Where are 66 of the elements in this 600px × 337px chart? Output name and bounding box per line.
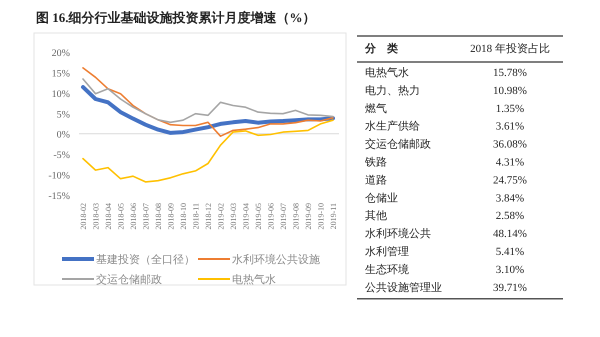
x-tick-label: 2018-03 <box>92 203 100 230</box>
x-tick-label: 2019-11 <box>329 203 338 230</box>
category-label: 水利管理 <box>365 245 409 258</box>
line-series <box>81 85 335 135</box>
line-series <box>82 78 334 124</box>
y-tick-label: -15% <box>48 191 70 202</box>
text: 分 类 <box>364 42 398 55</box>
text: 3.61% <box>496 120 524 133</box>
x-tick-label: 2019-10 <box>316 203 326 230</box>
x-tick-label: 2019-07 <box>279 203 288 230</box>
text: 39.71% <box>493 282 527 294</box>
y-tick-label: -10% <box>48 170 70 182</box>
category-label: 交运仓储邮政 <box>365 138 431 151</box>
x-tick-label: 2018-07 <box>142 203 150 230</box>
category-label: 水生产供给 <box>365 120 420 133</box>
y-tick-label: 0% <box>56 130 70 141</box>
text: 48.14% <box>493 228 527 240</box>
text: 3.84% <box>496 192 524 204</box>
text: 3.10% <box>496 264 524 276</box>
category-label: 仓储业 <box>365 191 398 204</box>
legend-label: 水利环境公共设施 <box>232 253 320 266</box>
text: 10.98% <box>493 84 527 97</box>
x-tick-label: 2019-04 <box>242 203 250 230</box>
category-label: 道路 <box>365 174 387 186</box>
category-label: 电热气水 <box>365 66 409 79</box>
x-tick-label: 2018-06 <box>129 203 138 230</box>
category-label: 生态环境 <box>365 262 409 276</box>
line-series <box>82 67 334 137</box>
chart-title: 图 16.细分行业基础设施投资累计月度增速（%） <box>36 10 316 25</box>
y-tick-label: 20% <box>52 48 70 59</box>
text: 1.35% <box>496 102 524 115</box>
text: 36.08% <box>493 138 527 151</box>
x-tick-label: 2018-09 <box>166 203 176 230</box>
y-tick-label: 10% <box>52 88 70 100</box>
x-tick-label: 2018-12 <box>204 203 213 230</box>
x-tick-label: 2019-03 <box>229 203 238 230</box>
text: 2.58% <box>496 210 524 222</box>
x-tick-label: 2019-05 <box>254 203 263 230</box>
x-tick-label: 2018-05 <box>116 203 126 230</box>
x-tick-label: 2018-08 <box>154 203 163 230</box>
text: 15.78% <box>493 67 527 79</box>
x-tick-label: 2019-02 <box>216 203 226 230</box>
category-label: 公共设施管理业 <box>365 280 442 294</box>
category-label: 燃气 <box>365 102 387 115</box>
category-label: 水利环境公共 <box>365 227 431 240</box>
text: 24.75% <box>493 174 527 186</box>
x-tick-label: 2019-09 <box>304 203 313 230</box>
category-label: 铁路 <box>364 156 387 168</box>
legend-label: 电热气水 <box>232 273 276 286</box>
y-tick-label: 5% <box>56 109 70 120</box>
line-series <box>82 119 334 183</box>
x-tick-label: 2019-08 <box>292 203 300 230</box>
x-tick-label: 2018-11 <box>192 203 200 230</box>
text: 5.41% <box>496 246 524 258</box>
text: 2018 年投资占比 <box>470 42 550 55</box>
legend-label: 基建投资（全口径） <box>96 253 195 266</box>
y-tick-label: -5% <box>53 150 70 162</box>
category-label: 电力、热力 <box>365 84 420 97</box>
category-label: 其他 <box>365 209 387 222</box>
x-tick-label: 2019-06 <box>266 203 276 230</box>
x-tick-label: 2018-10 <box>179 203 188 230</box>
x-tick-label: 2018-04 <box>104 203 113 230</box>
text: 4.31% <box>496 156 524 168</box>
x-tick-label: 2018-02 <box>79 203 88 230</box>
legend-label: 交运仓储邮政 <box>96 273 162 286</box>
y-tick-label: 15% <box>52 68 70 80</box>
